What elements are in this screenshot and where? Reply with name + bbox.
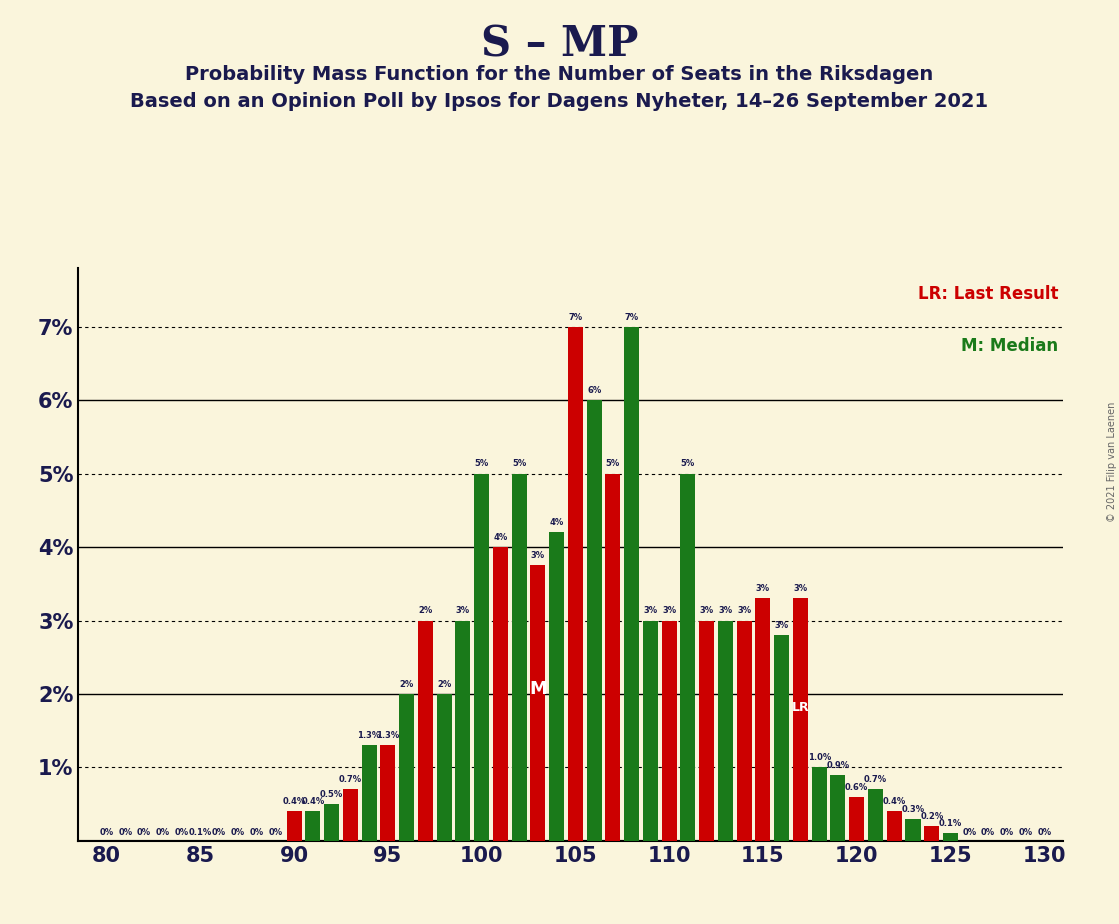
Text: 2%: 2% — [399, 680, 414, 688]
Text: 0.9%: 0.9% — [827, 760, 849, 770]
Bar — [680, 474, 695, 841]
Text: 0.4%: 0.4% — [282, 797, 305, 807]
Text: Based on an Opinion Poll by Ipsos for Dagens Nyheter, 14–26 September 2021: Based on an Opinion Poll by Ipsos for Da… — [131, 92, 988, 112]
Text: M: Median: M: Median — [961, 336, 1059, 355]
Text: 0%: 0% — [211, 828, 226, 837]
Bar — [380, 746, 395, 841]
Bar — [774, 635, 789, 841]
Bar — [849, 796, 864, 841]
Text: 0%: 0% — [231, 828, 245, 837]
Text: 0%: 0% — [119, 828, 132, 837]
Text: 0.7%: 0.7% — [864, 775, 887, 784]
Bar — [943, 833, 958, 841]
Text: 0.2%: 0.2% — [920, 812, 943, 821]
Bar — [586, 400, 602, 841]
Text: 0.3%: 0.3% — [902, 805, 924, 814]
Text: 6%: 6% — [587, 386, 601, 395]
Text: 3%: 3% — [718, 606, 733, 615]
Text: 5%: 5% — [680, 459, 695, 468]
Text: 7%: 7% — [568, 312, 583, 322]
Bar — [755, 599, 771, 841]
Text: 0.7%: 0.7% — [339, 775, 361, 784]
Text: 0%: 0% — [175, 828, 189, 837]
Text: 3%: 3% — [793, 584, 808, 593]
Bar — [793, 599, 808, 841]
Text: 0.6%: 0.6% — [845, 783, 868, 792]
Text: 3%: 3% — [455, 606, 470, 615]
Bar — [868, 789, 883, 841]
Text: S – MP: S – MP — [481, 23, 638, 65]
Text: 1.3%: 1.3% — [357, 731, 380, 740]
Text: 0%: 0% — [999, 828, 1014, 837]
Bar — [699, 621, 714, 841]
Bar — [718, 621, 733, 841]
Text: 4%: 4% — [493, 533, 508, 541]
Text: 0%: 0% — [137, 828, 151, 837]
Text: 0.4%: 0.4% — [883, 797, 906, 807]
Text: 0.5%: 0.5% — [320, 790, 344, 799]
Text: 0%: 0% — [962, 828, 977, 837]
Text: 0%: 0% — [269, 828, 282, 837]
Bar — [492, 547, 508, 841]
Text: 5%: 5% — [513, 459, 526, 468]
Text: 3%: 3% — [699, 606, 714, 615]
Text: 3%: 3% — [643, 606, 658, 615]
Text: LR: LR — [791, 701, 809, 714]
Text: 0.4%: 0.4% — [301, 797, 325, 807]
Text: 3%: 3% — [774, 621, 789, 630]
Bar — [624, 327, 639, 841]
Text: 3%: 3% — [737, 606, 751, 615]
Bar — [661, 621, 677, 841]
Text: 0%: 0% — [1037, 828, 1052, 837]
Text: 0%: 0% — [250, 828, 264, 837]
Text: 2%: 2% — [419, 606, 432, 615]
Bar — [924, 826, 939, 841]
Text: 3%: 3% — [530, 552, 545, 560]
Text: LR: Last Result: LR: Last Result — [918, 286, 1059, 303]
Bar — [830, 774, 846, 841]
Bar — [605, 474, 620, 841]
Text: 2%: 2% — [436, 680, 451, 688]
Bar — [511, 474, 527, 841]
Text: 0.1%: 0.1% — [189, 828, 211, 837]
Bar — [325, 804, 339, 841]
Text: 0.1%: 0.1% — [939, 820, 962, 828]
Bar — [436, 694, 452, 841]
Text: 0%: 0% — [981, 828, 995, 837]
Bar — [643, 621, 658, 841]
Bar — [342, 789, 358, 841]
Bar — [474, 474, 489, 841]
Bar — [455, 621, 470, 841]
Text: 7%: 7% — [624, 312, 639, 322]
Bar — [417, 621, 433, 841]
Bar — [736, 621, 752, 841]
Text: 0%: 0% — [100, 828, 113, 837]
Text: 1.3%: 1.3% — [376, 731, 399, 740]
Text: 3%: 3% — [755, 584, 770, 593]
Bar — [399, 694, 414, 841]
Text: 1.0%: 1.0% — [808, 753, 830, 762]
Text: 0%: 0% — [156, 828, 170, 837]
Text: © 2021 Filip van Laenen: © 2021 Filip van Laenen — [1107, 402, 1117, 522]
Text: 4%: 4% — [549, 518, 564, 528]
Text: Probability Mass Function for the Number of Seats in the Riksdagen: Probability Mass Function for the Number… — [186, 65, 933, 84]
Text: 5%: 5% — [474, 459, 489, 468]
Bar — [886, 811, 902, 841]
Text: 5%: 5% — [605, 459, 620, 468]
Bar — [305, 811, 320, 841]
Text: 0%: 0% — [1018, 828, 1033, 837]
Text: M: M — [529, 680, 547, 699]
Bar — [905, 819, 921, 841]
Bar — [530, 565, 545, 841]
Bar — [549, 532, 564, 841]
Text: 3%: 3% — [662, 606, 676, 615]
Bar — [361, 746, 377, 841]
Bar — [567, 327, 583, 841]
Bar — [286, 811, 301, 841]
Bar — [811, 768, 827, 841]
